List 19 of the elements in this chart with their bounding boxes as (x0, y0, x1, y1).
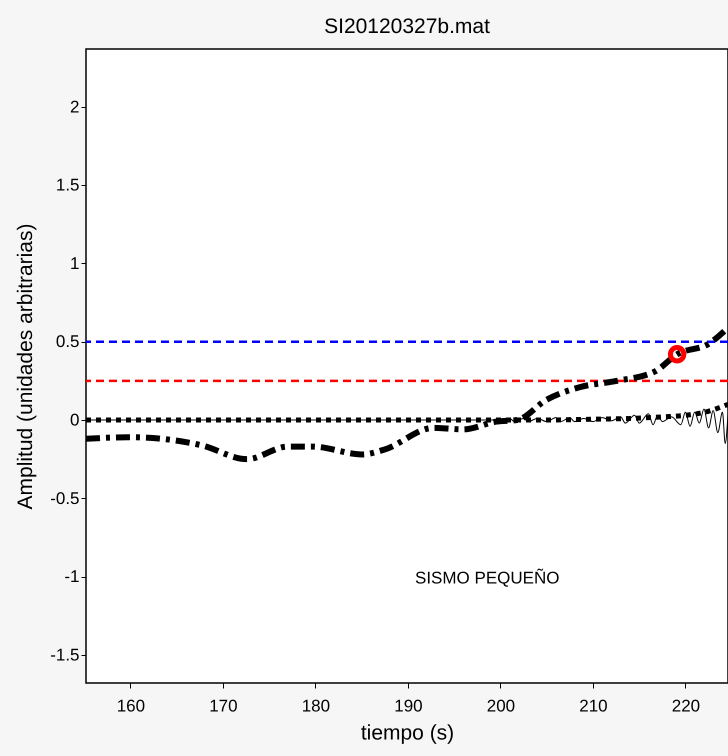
x-axis-title: tiempo (s) (360, 722, 454, 744)
y-tick-label: 1 (70, 254, 80, 273)
y-tick-label: 2 (70, 97, 80, 116)
y-tick-label: 0 (70, 410, 80, 430)
x-tick-label: 180 (302, 696, 330, 716)
y-tick-label: -1.5 (50, 645, 80, 664)
y-tick-label: -0.5 (50, 488, 80, 508)
y-axis-title: Amplitud (unidades arbitrarias) (14, 224, 38, 510)
x-tick-label: 200 (486, 696, 516, 716)
x-tick-label: 220 (672, 696, 700, 716)
y-tick-label: -1 (64, 567, 80, 586)
y-tick-label: 1.5 (56, 176, 80, 195)
x-tick-label: 170 (209, 696, 238, 716)
y-tick-label: 0.5 (56, 332, 80, 352)
x-tick-label: 210 (579, 696, 608, 716)
x-tick-label: 160 (116, 696, 146, 716)
annotation: SISMO PEQUEÑO (414, 568, 560, 588)
chart-title: SI20120327b.mat (324, 15, 490, 38)
x-tick-label: 190 (394, 696, 423, 716)
